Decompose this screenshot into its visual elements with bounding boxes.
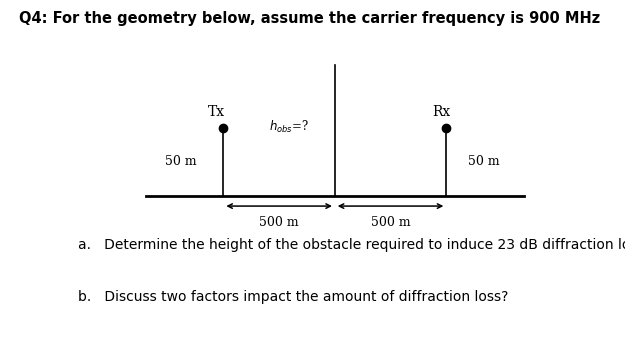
Text: 500 m: 500 m — [371, 216, 411, 229]
Text: $h_{obs}$=?: $h_{obs}$=? — [269, 118, 309, 135]
Text: 50 m: 50 m — [165, 155, 197, 168]
Text: a.   Determine the height of the obstacle required to induce 23 dB diffraction l: a. Determine the height of the obstacle … — [78, 238, 625, 252]
Text: 50 m: 50 m — [468, 155, 499, 168]
Text: Tx: Tx — [208, 105, 225, 119]
Text: 500 m: 500 m — [259, 216, 299, 229]
Text: b.   Discuss two factors impact the amount of diffraction loss?: b. Discuss two factors impact the amount… — [78, 291, 509, 304]
Text: Rx: Rx — [432, 105, 451, 119]
Text: Q4: For the geometry below, assume the carrier frequency is 900 MHz: Q4: For the geometry below, assume the c… — [19, 11, 600, 26]
